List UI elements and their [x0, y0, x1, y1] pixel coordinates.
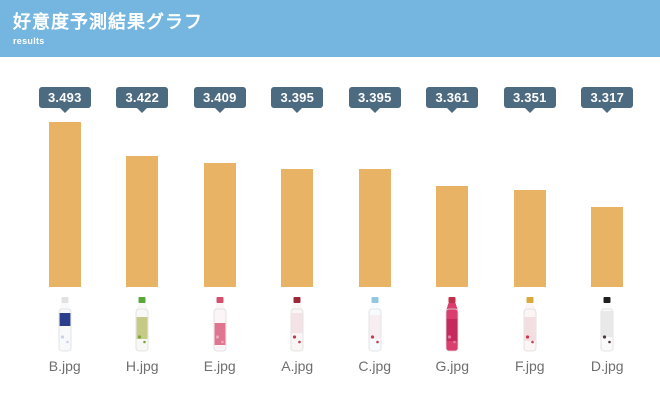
bar-zone: [26, 114, 104, 287]
bar[interactable]: [126, 156, 159, 287]
filename-label: C.jpg: [358, 358, 392, 374]
bar-value-label: 3.317: [590, 90, 625, 105]
bar-zone: [181, 114, 259, 287]
bar[interactable]: [358, 169, 391, 287]
value-badge: 3.422: [116, 87, 169, 108]
bottle-icon: [600, 297, 614, 352]
bar-value-label: 3.409: [202, 90, 237, 105]
bar-zone: [414, 114, 492, 287]
filename-label: G.jpg: [435, 358, 469, 374]
page-title: 好意度予測結果グラフ: [13, 12, 203, 32]
bottle-icon: [290, 297, 304, 352]
bar[interactable]: [436, 186, 469, 287]
filename-label: H.jpg: [125, 358, 159, 374]
value-badge: 3.409: [193, 87, 246, 108]
bar-value-label: 3.395: [280, 90, 315, 105]
chart-column: 3.361 G.jpg: [414, 87, 492, 374]
value-badge-zone: 3.422: [116, 87, 169, 114]
value-badge: 3.395: [271, 87, 324, 108]
bar-zone: [569, 114, 647, 287]
bar-value-label: 3.422: [125, 90, 160, 105]
value-badge: 3.493: [38, 87, 91, 108]
value-badge-zone: 3.351: [503, 87, 556, 114]
chart-column: 3.395 A.jpg: [259, 87, 337, 374]
bottle-icon: [523, 297, 537, 352]
chart-column: 3.351 F.jpg: [491, 87, 569, 374]
value-badge-zone: 3.395: [348, 87, 401, 114]
value-badge: 3.351: [503, 87, 556, 108]
bottle-magenta-body[interactable]: [442, 297, 462, 355]
bottle-icon: [135, 297, 149, 352]
chart-column: 3.395 C.jpg: [336, 87, 414, 374]
chart-columns: 3.493 B.jpg 3.422: [0, 87, 660, 374]
bottle-icon: [213, 297, 227, 352]
bottle-green-cap-floral[interactable]: [132, 297, 152, 355]
value-badge: 3.317: [581, 87, 634, 108]
filename-label: F.jpg: [514, 358, 545, 374]
bar-value-label: 3.395: [357, 90, 392, 105]
chart-column: 3.317 D.jpg: [569, 87, 647, 374]
bottle-lightblue-cap-flowers[interactable]: [365, 297, 385, 355]
filename-label: E.jpg: [203, 358, 236, 374]
bar-value-label: 3.351: [512, 90, 547, 105]
favorability-bar-chart: 3.493 B.jpg 3.422: [0, 57, 660, 374]
bar-value-label: 3.493: [47, 90, 82, 105]
bottle-icon: [368, 297, 382, 352]
filename-label: B.jpg: [48, 358, 81, 374]
bar-zone: [104, 114, 182, 287]
value-badge-zone: 3.409: [193, 87, 246, 114]
bottle-black-cap-text[interactable]: [597, 297, 617, 355]
bar-value-label: 3.361: [435, 90, 470, 105]
value-badge: 3.361: [426, 87, 479, 108]
bar-zone: [336, 114, 414, 287]
bar[interactable]: [281, 169, 314, 287]
page-subtitle: results: [13, 36, 45, 46]
page-header: 好意度予測結果グラフ results: [0, 0, 660, 57]
bottle-gold-cap-flowers[interactable]: [520, 297, 540, 355]
bar[interactable]: [591, 207, 624, 287]
bottle-icon: [445, 297, 459, 352]
chart-column: 3.422 H.jpg: [104, 87, 182, 374]
bottle-pink-gradient[interactable]: [210, 297, 230, 355]
bottle-darkred-cap-white[interactable]: [287, 297, 307, 355]
bottle-icon: [58, 297, 72, 352]
chart-column: 3.409 E.jpg: [181, 87, 259, 374]
bar[interactable]: [203, 163, 236, 287]
value-badge-zone: 3.493: [38, 87, 91, 114]
value-badge-zone: 3.395: [271, 87, 324, 114]
filename-label: A.jpg: [281, 358, 314, 374]
bottle-blue-label[interactable]: [55, 297, 75, 355]
filename-label: D.jpg: [590, 358, 624, 374]
bar[interactable]: [48, 122, 81, 287]
bar[interactable]: [513, 190, 546, 287]
bar-zone: [491, 114, 569, 287]
value-badge-zone: 3.361: [426, 87, 479, 114]
value-badge: 3.395: [348, 87, 401, 108]
chart-column: 3.493 B.jpg: [26, 87, 104, 374]
bar-zone: [259, 114, 337, 287]
value-badge-zone: 3.317: [581, 87, 634, 114]
